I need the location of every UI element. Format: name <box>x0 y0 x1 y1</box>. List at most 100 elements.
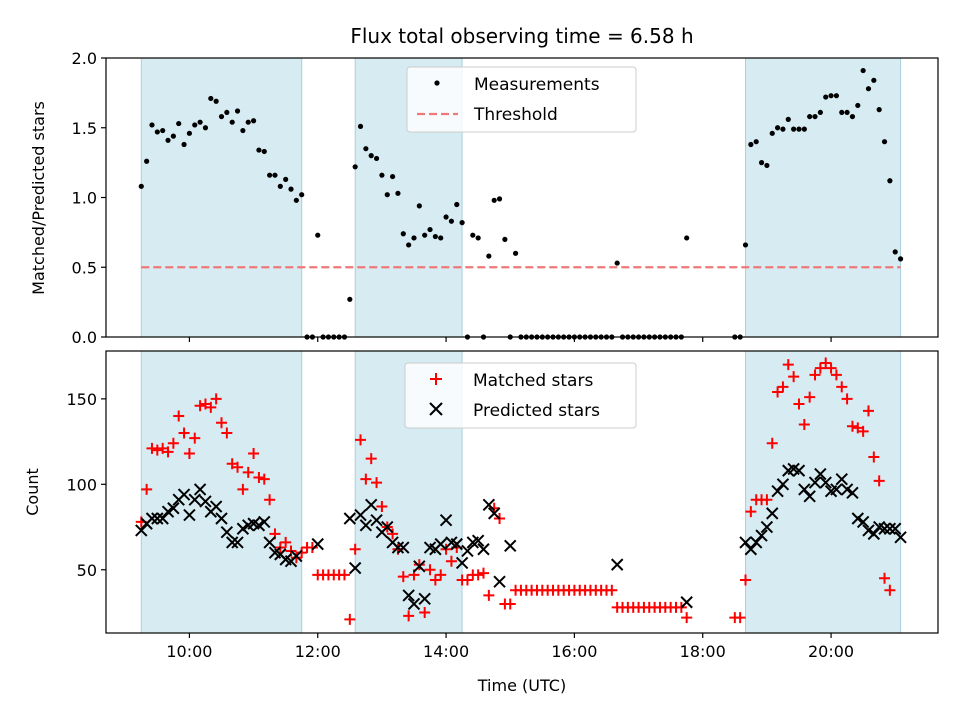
data-point <box>290 549 303 563</box>
data-point <box>788 371 800 383</box>
data-point <box>776 478 790 491</box>
data-point <box>360 473 372 485</box>
data-point <box>299 192 305 198</box>
data-point <box>819 476 832 489</box>
data-point <box>857 425 869 437</box>
axes-frame <box>105 350 939 634</box>
threshold-legend-label: Threshold <box>473 105 558 125</box>
data-point <box>487 507 501 520</box>
data-point <box>478 567 490 579</box>
data-point <box>749 536 763 549</box>
data-point <box>681 612 693 624</box>
data-point <box>791 126 797 132</box>
data-point <box>894 531 907 544</box>
data-point <box>242 466 254 478</box>
data-point <box>256 147 262 153</box>
x-tick-label: 18:00 <box>680 642 726 661</box>
data-point <box>355 434 367 446</box>
data-point <box>418 592 431 606</box>
data-point <box>384 192 390 198</box>
data-point <box>135 524 148 537</box>
data-point <box>365 498 378 512</box>
data-point <box>758 160 765 166</box>
data-point <box>427 226 433 233</box>
data-point <box>160 127 166 134</box>
data-point <box>851 512 865 525</box>
count-legend: Matched stars Predicted stars <box>404 362 637 429</box>
data-point <box>224 109 230 116</box>
data-point <box>879 572 891 584</box>
data-point <box>277 183 283 189</box>
data-point <box>455 556 469 570</box>
x-tick-label: 20:00 <box>808 642 854 661</box>
data-point <box>504 598 516 610</box>
data-point <box>406 242 412 248</box>
data-point <box>413 560 426 573</box>
observing-window-band <box>745 57 902 338</box>
data-point <box>176 120 182 127</box>
data-point <box>860 67 866 74</box>
data-point <box>311 537 324 551</box>
data-point <box>753 139 759 145</box>
data-point <box>878 522 891 535</box>
data-point <box>218 113 225 120</box>
data-point <box>884 584 896 596</box>
y-tick-label: 2.0 <box>72 49 97 68</box>
y-tick-label: 0.0 <box>72 328 97 347</box>
data-point <box>760 520 774 534</box>
data-point <box>873 475 885 487</box>
data-point <box>138 183 144 189</box>
data-point <box>471 534 485 547</box>
data-point <box>250 118 257 124</box>
data-point <box>413 559 425 571</box>
data-point <box>867 527 881 541</box>
data-point <box>402 589 415 602</box>
data-point <box>491 197 497 203</box>
data-point <box>477 543 490 556</box>
data-point <box>796 126 802 132</box>
y-tick-label: 0.5 <box>72 258 97 277</box>
data-point <box>855 102 861 109</box>
data-point <box>764 162 770 169</box>
data-point <box>614 260 620 266</box>
data-point <box>419 606 431 618</box>
data-point <box>780 126 786 132</box>
data-point <box>338 569 350 581</box>
data-point <box>825 362 837 374</box>
data-point <box>830 483 843 496</box>
data-point <box>680 596 693 609</box>
data-point <box>841 393 853 405</box>
data-point <box>887 178 893 184</box>
ratio-y-axis-label: Matched/Predicted stars <box>29 101 48 295</box>
data-point <box>173 410 185 422</box>
data-point <box>193 483 207 496</box>
data-point <box>264 494 276 506</box>
data-point <box>151 444 163 456</box>
data-point <box>483 589 495 601</box>
data-point <box>397 571 409 583</box>
data-point <box>862 524 875 537</box>
data-point <box>349 543 361 555</box>
data-point <box>240 127 246 134</box>
data-point <box>371 477 383 489</box>
data-point <box>835 472 848 486</box>
data-point <box>828 93 834 99</box>
data-point <box>804 391 816 403</box>
data-point <box>839 109 845 116</box>
data-point <box>387 528 399 540</box>
data-point <box>846 486 859 500</box>
data-point <box>424 564 436 576</box>
data-point <box>167 502 180 515</box>
data-point <box>846 420 858 432</box>
data-point <box>823 94 829 100</box>
y-tick-label: 50 <box>77 561 97 580</box>
data-point <box>178 427 190 439</box>
data-point <box>769 130 775 136</box>
data-point <box>817 109 823 116</box>
ratio-panel: 0.0 0.5 1.0 1.5 2.0 <box>72 49 939 347</box>
data-point <box>183 448 195 460</box>
data-point <box>438 235 444 241</box>
data-point <box>183 508 196 522</box>
data-point <box>348 561 362 575</box>
